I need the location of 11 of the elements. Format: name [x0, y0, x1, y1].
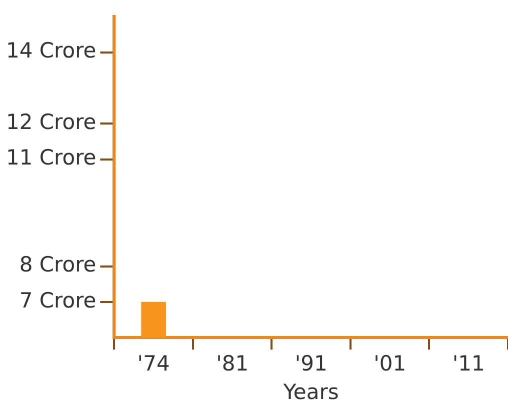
- y-tick-label: 7 Crore: [19, 288, 96, 312]
- y-tick-label: 11 Crore: [6, 146, 96, 170]
- x-axis-title: Years: [282, 380, 339, 404]
- x-tick-label: '11: [452, 352, 485, 376]
- y-tick-label: 14 Crore: [6, 38, 96, 63]
- x-tick-label: '91: [294, 352, 328, 376]
- y-tick-label: 12 Crore: [6, 110, 96, 134]
- y-tick-label: 8 Crore: [19, 252, 96, 277]
- x-tick-label: '01: [374, 352, 406, 376]
- x-tick-label: '81: [216, 352, 249, 376]
- x-tick-label: '74: [137, 352, 170, 376]
